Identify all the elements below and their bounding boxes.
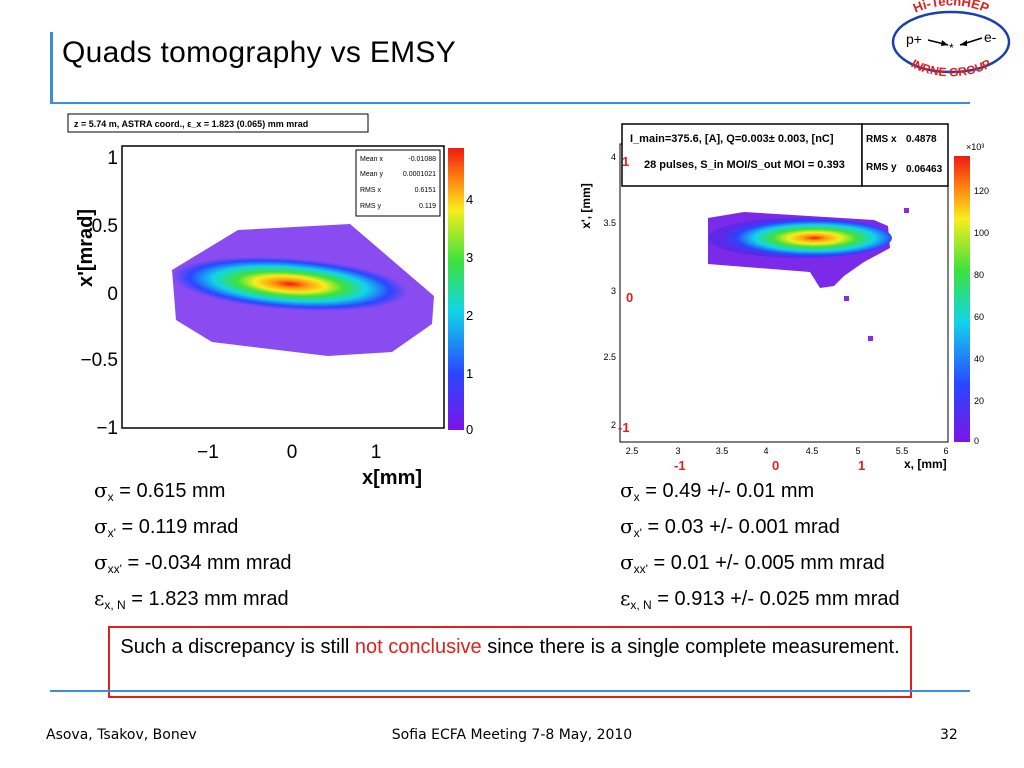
- left-stat-line: σx' = 0.119 mrad: [94, 514, 239, 540]
- left-y-tick: 0: [107, 284, 118, 305]
- conclusion-note: Such a discrepancy is still not conclusi…: [108, 626, 912, 698]
- left-stat-label: RMS x: [360, 187, 382, 194]
- logo-right-label: e-: [984, 29, 997, 45]
- right-red-y-mark: 1: [622, 154, 629, 169]
- note-text-after: since there is a single complete measure…: [481, 636, 900, 658]
- right-rms-y-label: RMS y: [866, 162, 897, 173]
- left-stat-value: 0.119: [419, 203, 436, 210]
- right-x-label: x, [mm]: [904, 457, 947, 471]
- left-stat-line: σxx' = -0.034 mm mrad: [94, 550, 292, 576]
- left-x-tick: 1: [371, 442, 382, 463]
- left-z-tick: 4: [466, 192, 473, 207]
- right-x-tick: 4.5: [806, 446, 819, 456]
- left-z-tick: 2: [466, 308, 473, 323]
- footer-event: Sofia ECFA Meeting 7-8 May, 2010: [391, 727, 633, 743]
- right-red-x-mark: -1: [674, 458, 686, 473]
- right-z-scale: ×10³: [966, 142, 984, 152]
- left-stat-label: Mean y: [360, 171, 383, 178]
- right-rms-y-value: 0.06463: [906, 164, 943, 175]
- left-z-tick: 3: [466, 250, 473, 265]
- left-y-tick: −1: [96, 418, 118, 439]
- right-x-tick: 6: [943, 446, 948, 456]
- right-x-tick: 3.5: [716, 446, 729, 456]
- left-stat-value: -0.01088: [408, 156, 436, 163]
- right-z-tick: 0: [974, 436, 979, 446]
- right-x-tick: 2.5: [626, 446, 639, 456]
- right-y-tick: 3.5: [603, 218, 616, 228]
- title-divider: [50, 102, 970, 104]
- right-y-label: x', [mm]: [579, 183, 593, 229]
- title-accent-bar: [50, 32, 53, 102]
- right-rms-x-label: RMS x: [866, 134, 897, 145]
- right-stats: σx = 0.49 +/- 0.01 mm σx' = 0.03 +/- 0.0…: [620, 478, 900, 622]
- right-plot-header-2: 28 pulses, S_in MOI/S_out MOI = 0.393: [644, 159, 845, 171]
- left-x-tick: 0: [287, 442, 298, 463]
- left-stat-line: εx, N = 1.823 mm mrad: [94, 586, 289, 612]
- right-x-tick: 4: [763, 446, 768, 456]
- right-plot-header-1: I_main=375.6, [A], Q=0.003± 0.003, [nC]: [630, 133, 834, 145]
- left-x-tick: −1: [197, 442, 219, 463]
- right-y-tick: 3: [611, 286, 616, 296]
- left-tomography-plot: z = 5.74 m, ASTRA coord., ε_x = 1.823 (0…: [62, 106, 480, 488]
- right-stat-line: σx = 0.49 +/- 0.01 mm: [620, 478, 815, 504]
- left-stats: σx = 0.615 mm σx' = 0.119 mrad σxx' = -0…: [94, 478, 291, 622]
- left-y-tick: −0.5: [80, 350, 118, 371]
- left-stat-value: 0.6151: [415, 187, 437, 194]
- left-x-label: x[mm]: [362, 467, 422, 488]
- left-stat-value: 0.0001021: [403, 171, 436, 178]
- right-red-y-mark: 0: [626, 290, 633, 305]
- right-stat-line: εx, N = 0.913 +/- 0.025 mm mrad: [620, 586, 900, 612]
- hitechhep-logo: Hi-TechHEP INRNE GROUP p+ e- *: [891, 0, 1011, 79]
- right-y-tick: 4: [611, 152, 616, 162]
- right-stat-line: σx' = 0.03 +/- 0.001 mrad: [620, 514, 840, 540]
- right-y-tick: 2.5: [603, 352, 616, 362]
- left-stat-label: RMS y: [360, 203, 382, 210]
- right-rms-x-value: 0.4878: [906, 134, 937, 145]
- right-z-tick: 120: [974, 186, 989, 196]
- right-z-tick: 100: [974, 228, 989, 238]
- right-z-tick: 60: [974, 312, 984, 322]
- footer-authors: Asova, Tsakov, Bonev: [46, 727, 197, 743]
- left-y-label: x'[mrad]: [75, 209, 97, 287]
- note-highlight: not conclusive: [354, 636, 482, 658]
- slide-title: Quads tomography vs EMSY: [62, 36, 457, 69]
- right-z-tick: 20: [974, 396, 984, 406]
- slide-number: 32: [940, 727, 958, 743]
- right-y-tick: 2: [611, 420, 616, 430]
- left-z-tick: 0: [466, 422, 473, 437]
- right-stat-line: σxx' = 0.01 +/- 0.005 mm mrad: [620, 550, 885, 576]
- right-z-tick: 40: [974, 354, 984, 364]
- left-plot-header: z = 5.74 m, ASTRA coord., ε_x = 1.823 (0…: [74, 119, 308, 129]
- left-stat-label: Mean x: [360, 156, 383, 163]
- right-x-tick: 3: [675, 446, 680, 456]
- left-y-tick: 0.5: [92, 216, 118, 237]
- right-red-y-mark: -1: [618, 420, 630, 435]
- right-x-tick: 5.5: [896, 446, 909, 456]
- left-y-tick: 1: [107, 148, 118, 169]
- right-z-tick: 80: [974, 270, 984, 280]
- right-emsy-plot: I_main=375.6, [A], Q=0.003± 0.003, [nC] …: [574, 114, 998, 476]
- left-z-tick: 1: [466, 366, 473, 381]
- footer-divider: [50, 690, 970, 692]
- logo-center-mark: *: [949, 41, 954, 55]
- right-red-x-mark: 1: [858, 458, 865, 473]
- logo-left-label: p+: [906, 31, 922, 47]
- left-stat-line: σx = 0.615 mm: [94, 478, 226, 504]
- right-red-x-mark: 0: [772, 458, 779, 473]
- note-text-before: Such a discrepancy is still: [120, 636, 355, 658]
- right-x-tick: 5: [855, 446, 860, 456]
